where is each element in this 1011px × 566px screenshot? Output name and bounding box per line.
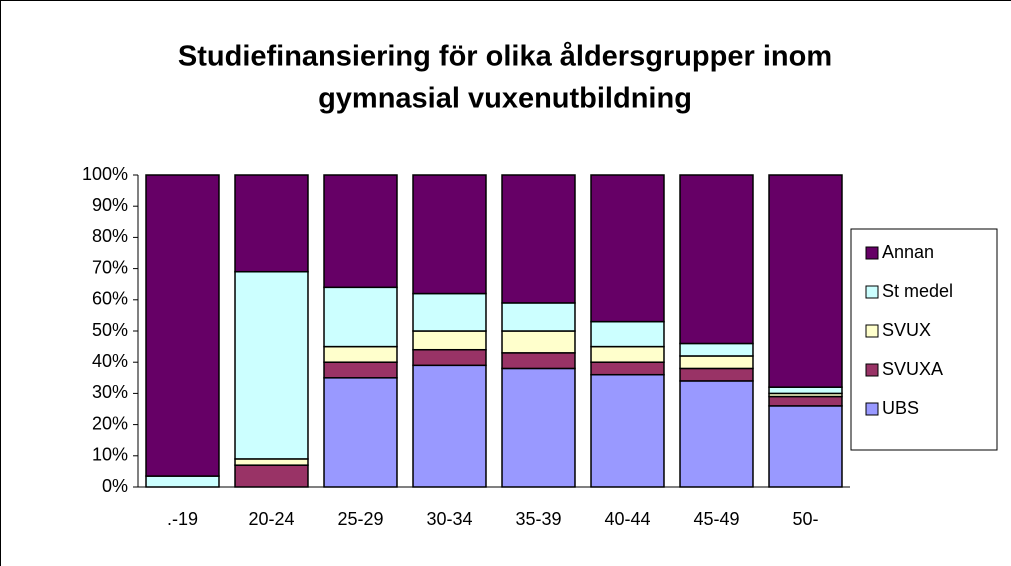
bar-segment bbox=[590, 373, 665, 488]
y-tick-label: 20% bbox=[92, 413, 128, 433]
bar-segment bbox=[590, 361, 665, 376]
legend-swatch bbox=[865, 285, 879, 299]
bar-segment bbox=[412, 348, 487, 367]
x-tick-label: 50- bbox=[792, 509, 818, 529]
bar-segment bbox=[323, 174, 398, 289]
x-tick-label: 35-39 bbox=[515, 509, 561, 529]
bar-segment bbox=[768, 395, 843, 407]
bar-segment bbox=[679, 367, 754, 382]
bar-segment bbox=[234, 174, 309, 273]
bar-segment bbox=[234, 270, 309, 460]
legend-swatch bbox=[865, 246, 879, 260]
y-tick-label: 70% bbox=[92, 257, 128, 277]
y-tick-label: 60% bbox=[92, 289, 128, 309]
bar-segment bbox=[501, 174, 576, 304]
x-tick-label: .-19 bbox=[167, 509, 198, 529]
y-tick-label: 30% bbox=[92, 382, 128, 402]
y-tick-label: 80% bbox=[92, 226, 128, 246]
bar-segment bbox=[145, 174, 220, 477]
bar-segment bbox=[412, 292, 487, 332]
bar-segment bbox=[768, 174, 843, 388]
bar-segment bbox=[590, 345, 665, 363]
bar-segment bbox=[412, 330, 487, 351]
bar-segment bbox=[679, 380, 754, 488]
bar-segment bbox=[323, 377, 398, 488]
chart-title: gymnasial vuxenutbildning bbox=[318, 83, 692, 115]
bar-segment bbox=[234, 458, 309, 466]
bar-segment bbox=[768, 405, 843, 488]
y-tick-label: 0% bbox=[102, 476, 128, 496]
bar-segment bbox=[412, 174, 487, 295]
x-tick-label: 45-49 bbox=[693, 509, 739, 529]
bar-segment bbox=[412, 364, 487, 488]
x-tick-label: 30-34 bbox=[426, 509, 472, 529]
chart-title: Studiefinansiering för olika åldersgrupp… bbox=[178, 41, 832, 73]
legend-label: UBS bbox=[882, 398, 919, 418]
bar-segment bbox=[768, 386, 843, 395]
bar-segment bbox=[323, 361, 398, 379]
y-tick-label: 100% bbox=[82, 164, 128, 184]
bar-segment bbox=[501, 330, 576, 354]
legend-label: SVUXA bbox=[882, 359, 943, 379]
y-tick-label: 40% bbox=[92, 351, 128, 371]
legend-label: St medel bbox=[882, 281, 953, 301]
x-tick-label: 40-44 bbox=[604, 509, 650, 529]
bar-segment bbox=[145, 475, 220, 488]
bar-segment bbox=[679, 174, 754, 345]
legend-label: Annan bbox=[882, 242, 934, 262]
x-tick-label: 25-29 bbox=[337, 509, 383, 529]
legend-swatch bbox=[865, 324, 879, 338]
bar-segment bbox=[679, 342, 754, 357]
bar-segment bbox=[323, 345, 398, 363]
legend-swatch bbox=[865, 402, 879, 416]
bar-segment bbox=[590, 320, 665, 348]
bar-segment bbox=[679, 355, 754, 370]
x-tick-label: 20-24 bbox=[248, 509, 294, 529]
legend-label: SVUX bbox=[882, 320, 931, 340]
y-tick-label: 50% bbox=[92, 320, 128, 340]
y-tick-label: 10% bbox=[92, 445, 128, 465]
bar-segment bbox=[234, 464, 309, 488]
bar-segment bbox=[501, 352, 576, 370]
bar-segment bbox=[501, 302, 576, 332]
bar-segment bbox=[501, 367, 576, 488]
y-tick-label: 90% bbox=[92, 195, 128, 215]
bar-segment bbox=[590, 174, 665, 323]
legend-swatch bbox=[865, 363, 879, 377]
bar-segment bbox=[323, 286, 398, 348]
